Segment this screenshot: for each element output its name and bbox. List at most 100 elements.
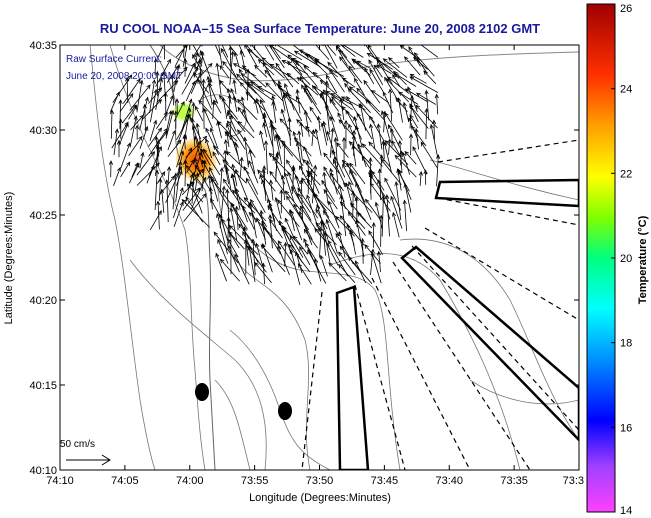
current-vector-head [302, 158, 307, 164]
x-axis-label: Longitude (Degrees:Minutes) [249, 492, 391, 504]
current-vector-head [332, 159, 337, 164]
current-vector [291, 186, 312, 221]
current-vector [292, 167, 294, 194]
current-vector-head [290, 209, 295, 215]
current-vector-head [226, 122, 230, 128]
current-vector [265, 141, 268, 175]
current-vector-head [238, 223, 243, 229]
current-vector-head [234, 205, 239, 211]
current-vector-head [191, 80, 196, 86]
current-vector [218, 45, 223, 67]
current-vector-head [126, 161, 131, 167]
current-vector-head [295, 60, 300, 65]
current-vector-head [230, 87, 235, 93]
current-vector-head [308, 171, 313, 176]
current-vector-head [309, 168, 314, 174]
current-vector-head [238, 68, 243, 74]
current-vector [364, 67, 375, 85]
current-vector-head [163, 36, 167, 40]
current-vector-head [293, 137, 299, 142]
current-vector [130, 115, 144, 131]
current-vector [269, 45, 292, 60]
current-vector-head [306, 53, 311, 59]
current-vector [257, 169, 276, 192]
current-vector [342, 77, 356, 88]
current-vector-head [342, 182, 348, 187]
current-vector-head [329, 98, 334, 104]
current-vector [303, 229, 318, 249]
current-vector [230, 202, 248, 230]
current-vector-head [331, 96, 336, 101]
current-vector-head [181, 199, 187, 204]
current-vector [275, 134, 282, 164]
current-vector-head [334, 39, 338, 43]
current-vector-head [198, 99, 203, 105]
current-vector [119, 93, 134, 113]
current-vector [240, 73, 259, 87]
current-vector-head [212, 151, 217, 157]
current-vector-head [320, 122, 325, 128]
current-vector-head [380, 158, 385, 164]
current-vector [186, 165, 204, 187]
y-tick-label: 40:30 [29, 125, 57, 137]
current-vector-head [371, 221, 376, 227]
current-vector-head [226, 216, 231, 222]
current-vector [167, 139, 182, 157]
current-vector-head [402, 101, 407, 107]
current-vector-head [325, 90, 331, 95]
current-vector [339, 56, 356, 78]
current-vector [384, 178, 402, 211]
current-vector [312, 165, 316, 204]
current-vector-head [157, 210, 162, 215]
current-vector-head [171, 129, 176, 135]
current-vector [380, 215, 382, 247]
current-vector [425, 108, 427, 140]
current-vector-head [216, 213, 221, 218]
current-vector [213, 100, 222, 114]
current-vector-head [208, 166, 213, 172]
current-vector-head [343, 119, 349, 125]
current-vector [226, 167, 232, 192]
current-vector [318, 116, 321, 131]
current-vector [395, 181, 402, 221]
current-vector-head [310, 129, 316, 135]
current-vector [120, 143, 131, 169]
current-vector-head [218, 94, 224, 100]
current-vector [430, 124, 439, 159]
current-vector [260, 244, 286, 273]
current-vector [237, 129, 256, 158]
current-vector-head [402, 199, 407, 205]
current-vector-head [398, 91, 403, 96]
current-vector-head [412, 56, 418, 62]
current-vector-head [207, 174, 212, 180]
current-vector [246, 81, 275, 102]
current-vector-head [129, 93, 134, 98]
current-vector [257, 86, 276, 97]
current-vector-head [286, 60, 292, 66]
current-vector-head [158, 77, 163, 83]
current-vector-head [250, 81, 255, 86]
current-vector-head [163, 91, 168, 97]
current-vector [348, 256, 373, 284]
current-vector [245, 178, 266, 213]
current-vector [262, 169, 267, 201]
current-vector [245, 91, 266, 111]
current-vector [248, 83, 266, 103]
current-vector-head [373, 64, 379, 70]
current-vector [215, 253, 227, 282]
current-vector [369, 69, 384, 93]
current-vector-head [326, 130, 331, 136]
current-vector-head [242, 205, 247, 210]
current-vector [197, 79, 212, 110]
current-vector-head [345, 182, 350, 188]
current-vector [328, 201, 340, 229]
current-vector-head [297, 187, 302, 193]
current-vector-head [391, 140, 396, 145]
current-vector [388, 139, 391, 155]
current-vector-head [320, 92, 324, 98]
current-vector-head [230, 50, 235, 56]
current-vector-head [364, 244, 369, 249]
current-vector [129, 163, 140, 184]
current-vector [404, 200, 407, 232]
current-vector [181, 99, 192, 130]
